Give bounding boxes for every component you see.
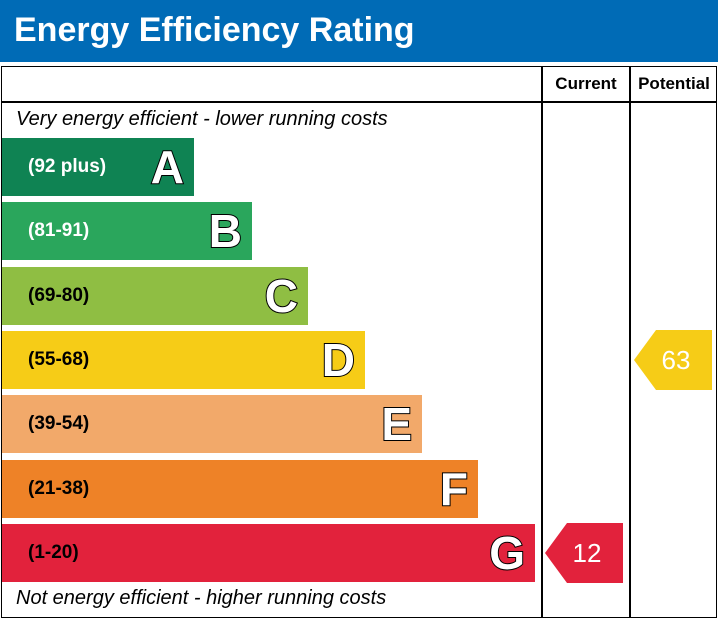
potential-rating-arrow: 63 (634, 330, 712, 390)
header-bar: Energy Efficiency Rating (0, 0, 718, 62)
potential-arrow-shape (634, 330, 712, 390)
band-c: (69-80) C (2, 267, 308, 325)
rating-table (1, 66, 717, 618)
current-column-divider (541, 66, 543, 618)
band-letter: F (439, 462, 469, 516)
band-range-label: (21-38) (28, 478, 90, 499)
current-rating-value: 12 (572, 538, 602, 568)
band-range-label: (55-68) (28, 349, 90, 370)
band-a: (92 plus) A (2, 138, 194, 196)
band-f: (21-38) F (2, 460, 478, 518)
band-range-label: (81-91) (28, 220, 90, 241)
current-arrow-shape (545, 523, 623, 583)
band-letter: D (321, 333, 356, 387)
band-letter: C (264, 269, 299, 323)
band-letter: B (208, 204, 243, 258)
bottom-note: Not energy efficient - higher running co… (16, 587, 387, 609)
band-letter: A (150, 140, 185, 194)
band-letter: G (488, 526, 526, 580)
band-e: (39-54) E (2, 395, 422, 453)
band-range-label: (69-80) (28, 285, 90, 306)
band-b: (81-91) B (2, 202, 252, 260)
band-range-label: (39-54) (28, 413, 90, 434)
header-row-divider (1, 101, 717, 103)
potential-column-header: Potential (638, 74, 710, 93)
page-title: Energy Efficiency Rating (14, 11, 415, 49)
band-range-label: (92 plus) (28, 156, 107, 177)
band-g: (1-20) G (2, 524, 535, 582)
band-d: (55-68) D (2, 331, 365, 389)
potential-rating-value: 63 (661, 345, 691, 375)
band-letter: E (380, 397, 413, 451)
current-column-header: Current (555, 74, 617, 93)
band-range-label: (1-20) (28, 542, 79, 563)
current-rating-arrow: 12 (545, 523, 623, 583)
potential-column-divider (629, 66, 631, 618)
top-note: Very energy efficient - lower running co… (16, 108, 388, 130)
